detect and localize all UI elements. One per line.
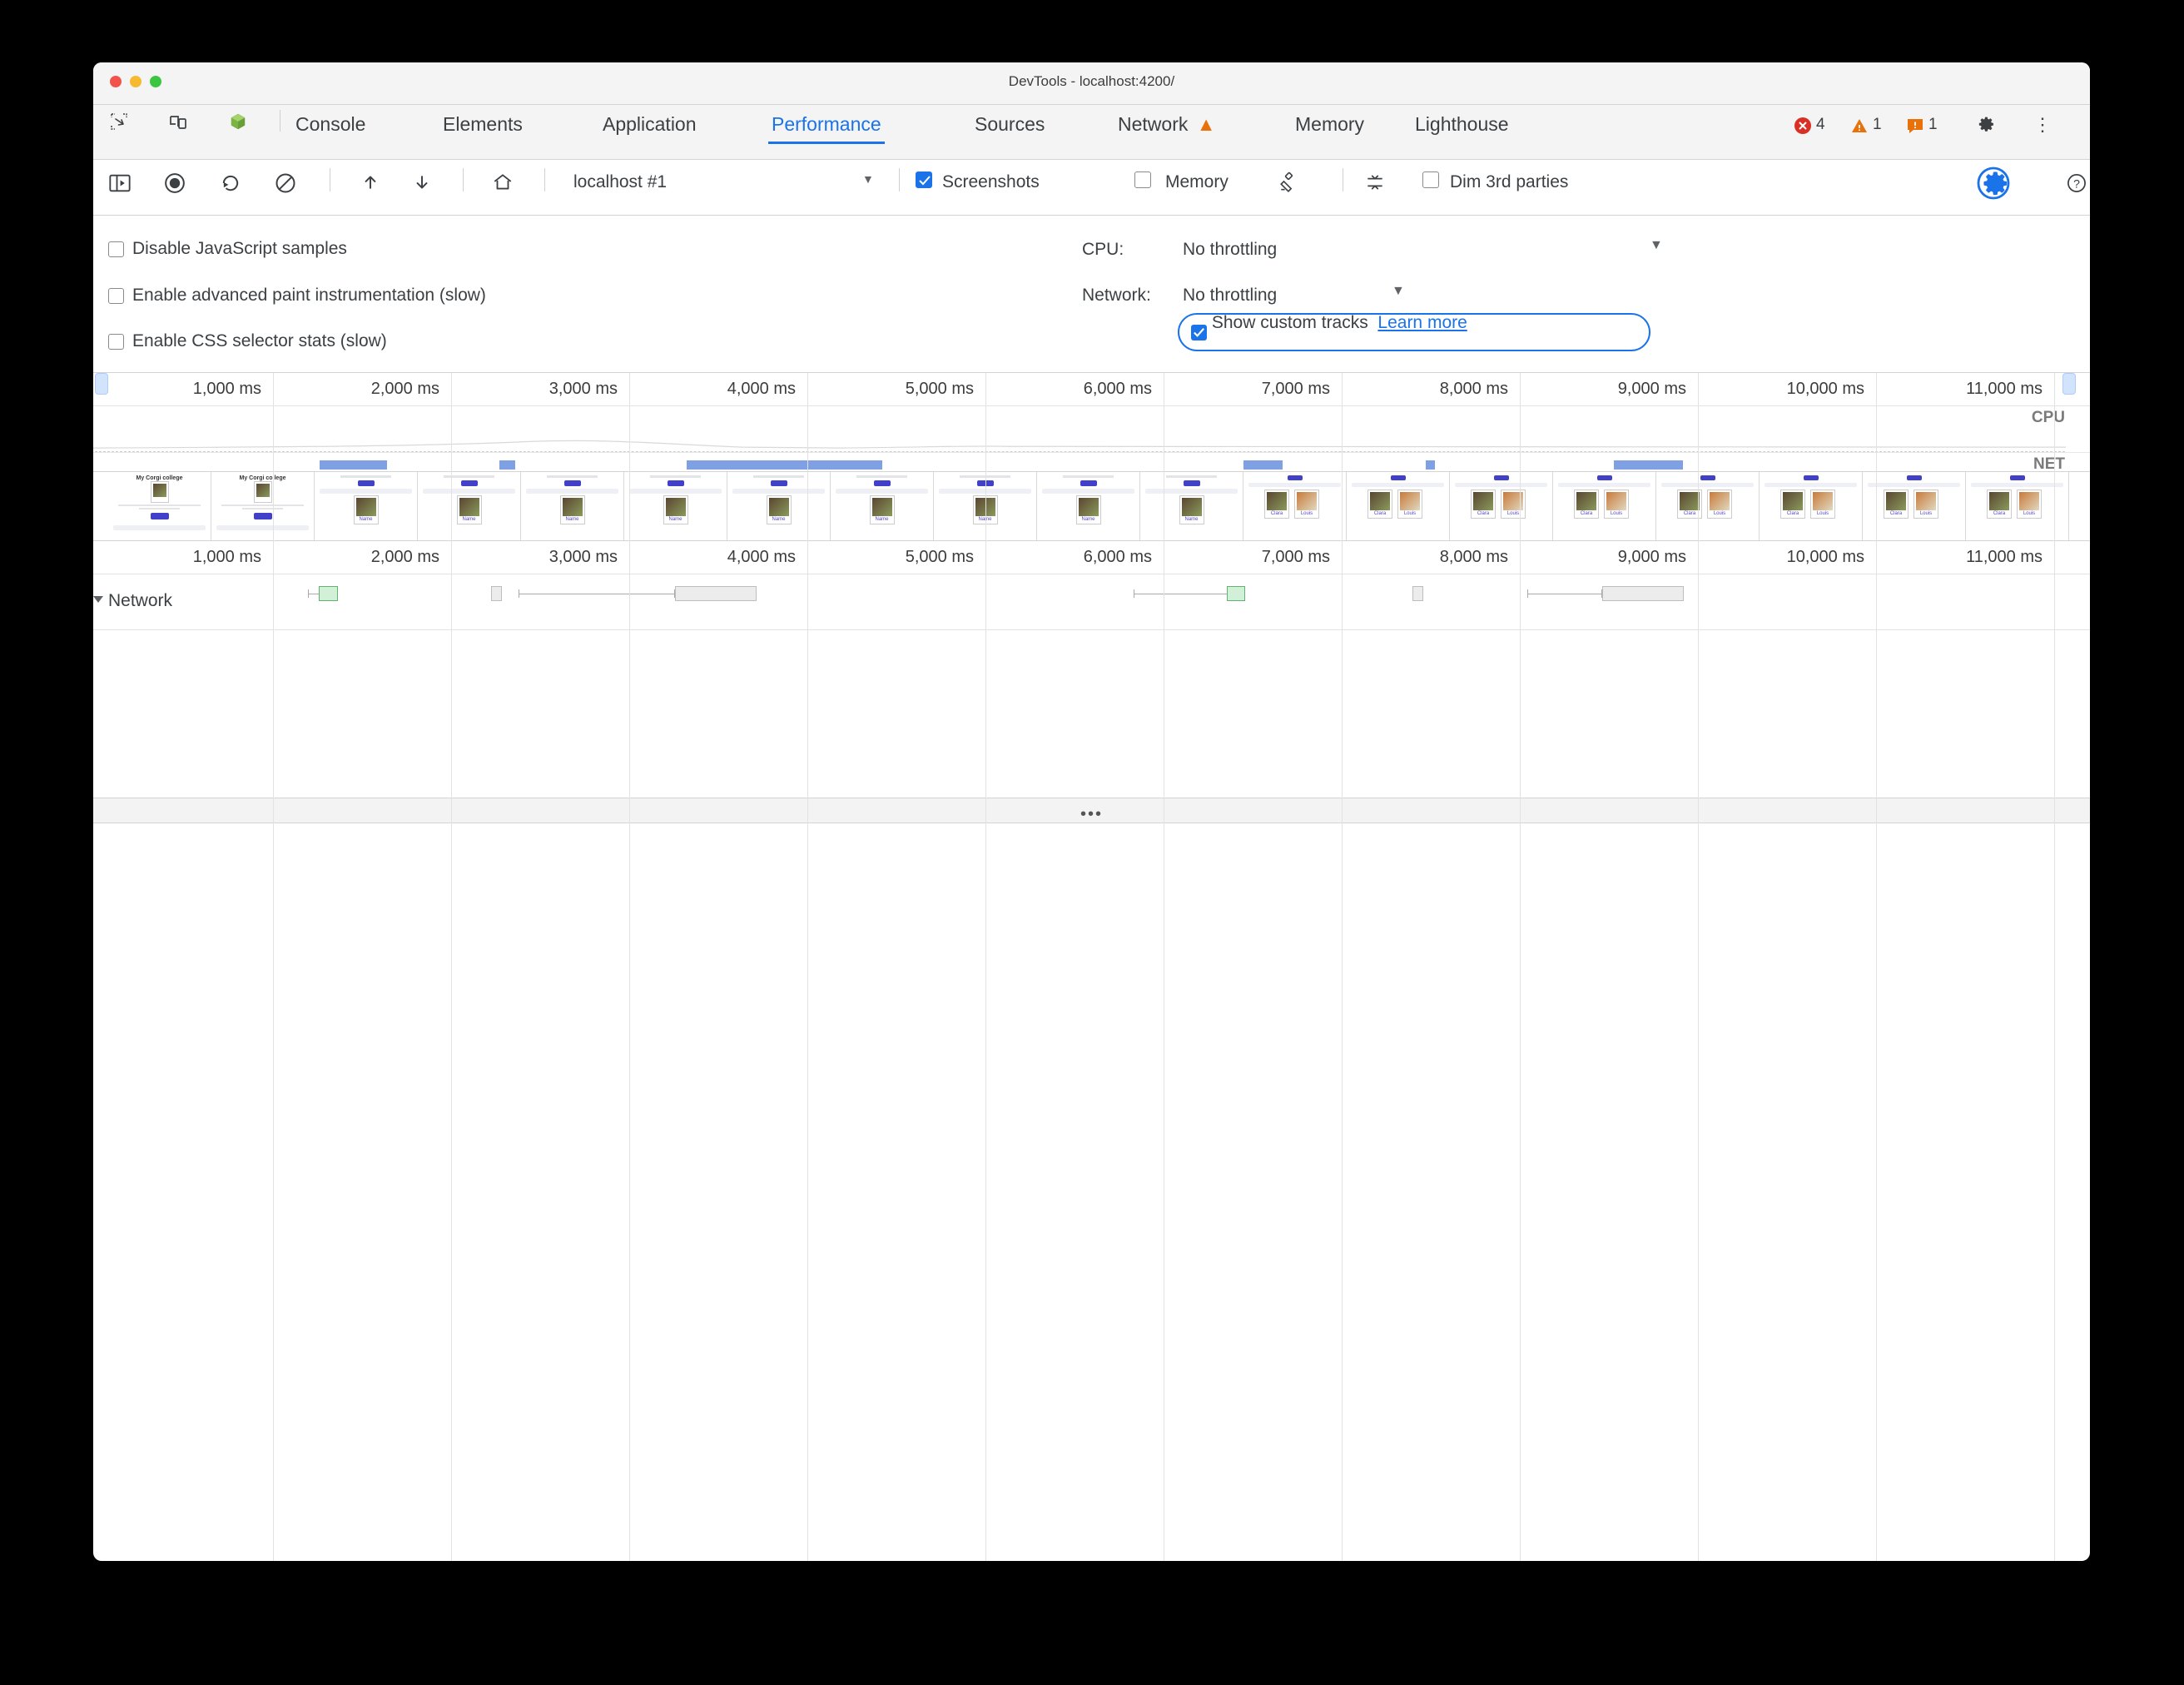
svg-text:?: ? bbox=[2073, 176, 2080, 190]
